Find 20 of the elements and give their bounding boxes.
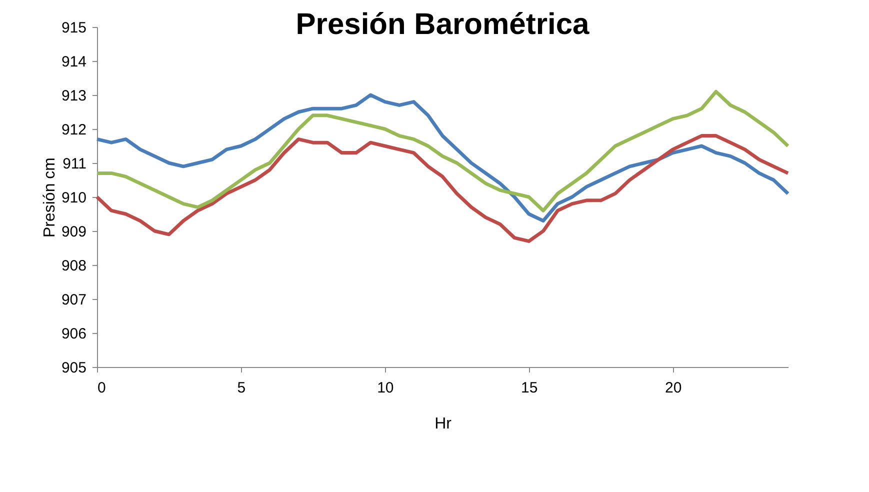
x-axis-title: Hr (434, 416, 452, 432)
y-tick-label: 910 (61, 190, 86, 206)
x-tick-label: 10 (377, 380, 394, 396)
y-tick-label: 905 (61, 360, 86, 376)
y-axis-title: Presión cm (41, 157, 58, 238)
x-tick-label: 15 (521, 380, 538, 396)
y-tick-label: 915 (61, 20, 86, 36)
y-tick-label: 906 (61, 326, 86, 342)
chart-title: Presión Barométrica (296, 8, 590, 41)
y-tick-label: 908 (61, 258, 86, 274)
y-tick-label: 911 (62, 156, 86, 172)
y-tick-label: 914 (61, 54, 86, 70)
line-series (95, 134, 790, 243)
y-tick-label: 913 (61, 88, 86, 104)
x-tick-label: 20 (664, 380, 682, 396)
x-tick-label: 5 (237, 380, 246, 396)
y-tick-label: 912 (61, 122, 86, 138)
y-tick-label: 909 (61, 224, 86, 240)
y-tick-label: 907 (61, 292, 86, 308)
x-tick-label: 0 (98, 380, 106, 396)
